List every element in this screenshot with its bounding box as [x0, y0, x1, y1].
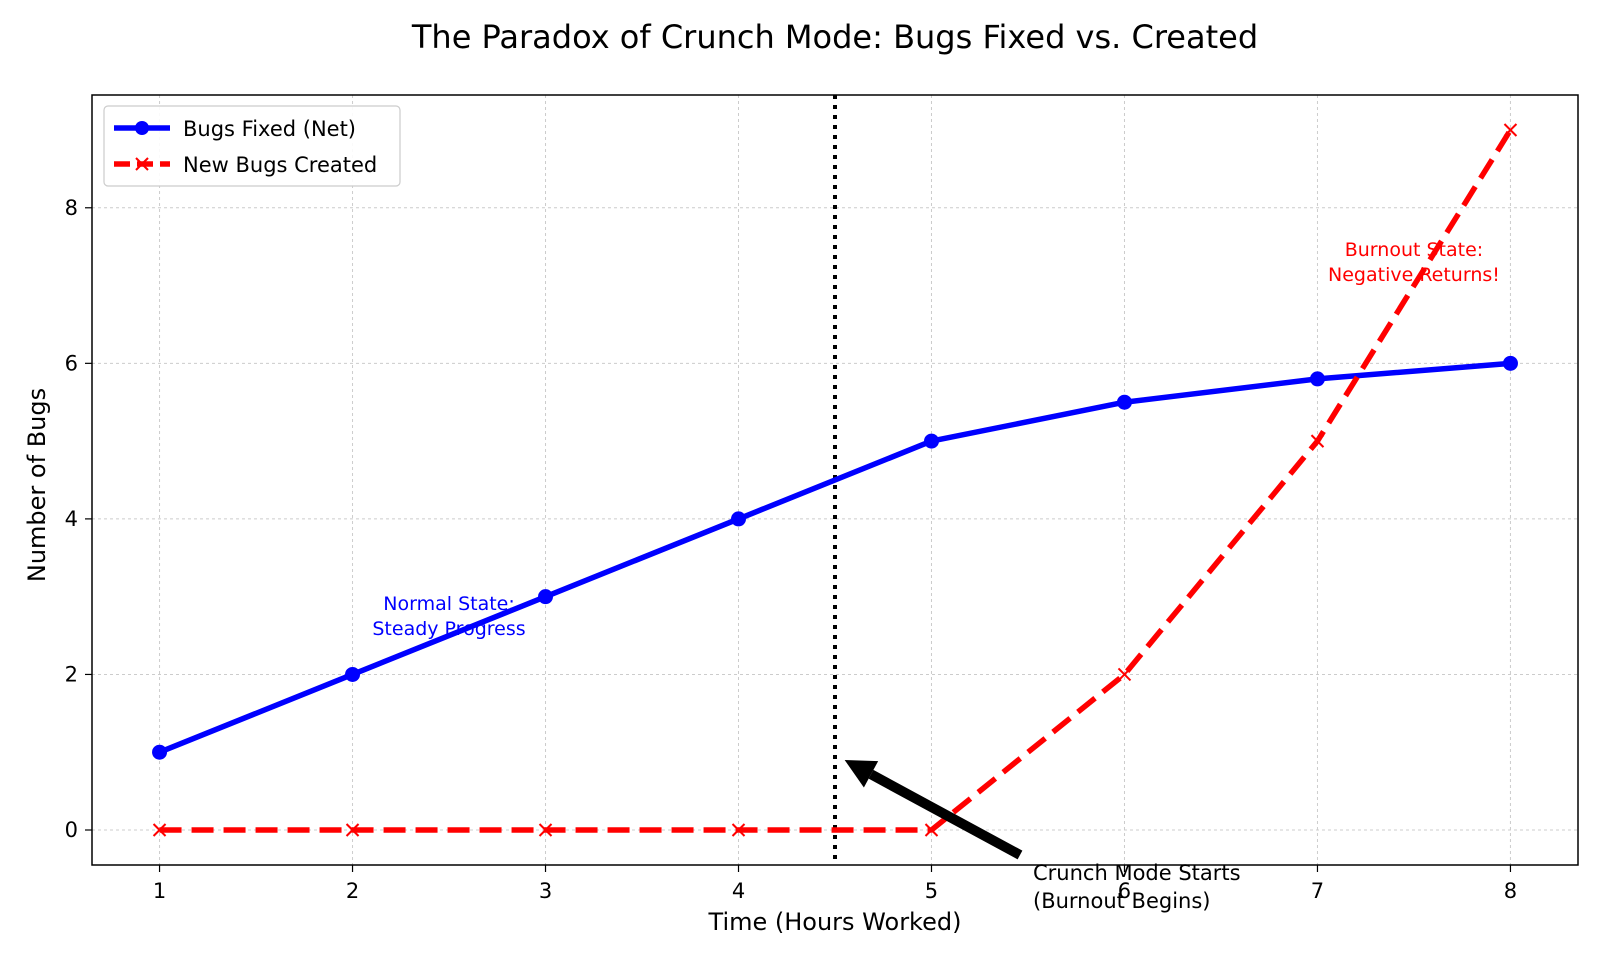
legend: Bugs Fixed (Net) New Bugs Created — [103, 105, 401, 187]
marker-stroke — [924, 823, 939, 837]
x-tick-label: 4 — [732, 879, 745, 903]
legend-label: Bugs Fixed (Net) — [183, 117, 356, 141]
data-point — [152, 744, 168, 760]
legend-swatch-marker — [135, 157, 149, 171]
data-point — [1117, 667, 1132, 682]
legend-item: New Bugs Created — [114, 153, 377, 177]
y-tick-label: 0 — [65, 818, 78, 842]
series-line — [159, 128, 1513, 833]
data-point — [1502, 355, 1518, 371]
marker-stroke — [538, 823, 553, 837]
annotation-line: Normal State: — [383, 593, 514, 615]
annotation-crunch: Crunch Mode Starts (Burnout Begins) — [1033, 861, 1241, 913]
annotation-arrow-shaft — [868, 769, 1023, 860]
series-layer — [152, 123, 1518, 837]
x-tick-label: 6 — [1118, 879, 1131, 903]
data-point — [345, 823, 360, 837]
data-point — [1503, 123, 1518, 137]
data-point — [1309, 371, 1325, 387]
data-point — [538, 823, 553, 837]
legend-item: Bugs Fixed (Net) — [114, 117, 356, 141]
marker-stroke — [152, 823, 167, 837]
data-point — [731, 823, 746, 837]
y-tick-label: 4 — [65, 507, 78, 531]
series-2 — [152, 123, 1518, 837]
legend-box — [103, 105, 401, 187]
x-tick-label: 8 — [1504, 879, 1517, 903]
marker-stroke — [731, 823, 746, 837]
series-1 — [152, 355, 1518, 760]
annotation-burnout: Burnout State: Negative Returns! — [1328, 239, 1500, 286]
x-tick-label: 5 — [925, 879, 938, 903]
data-point — [923, 433, 939, 449]
ticks: 1 2 3 4 5 6 7 8 0 2 4 6 8 — [65, 196, 1518, 903]
plot-frame — [91, 94, 1579, 866]
annotation-line: Burnout State: — [1345, 239, 1483, 261]
series-line — [158, 360, 1511, 755]
legend-label: New Bugs Created — [183, 153, 377, 177]
y-tick-label: 2 — [65, 662, 78, 686]
data-point — [538, 589, 554, 605]
data-point — [1116, 394, 1132, 410]
data-point — [731, 511, 747, 527]
data-point — [152, 823, 167, 837]
x-axis-label: Time (Hours Worked) — [708, 908, 962, 936]
annotation-arrow-head — [844, 760, 879, 788]
data-point — [345, 666, 361, 682]
x-tick-label: 1 — [153, 879, 166, 903]
y-axis-label: Number of Bugs — [23, 388, 51, 582]
y-tick-label: 6 — [65, 351, 78, 375]
marker-stroke — [1117, 667, 1132, 682]
data-point — [924, 823, 939, 837]
x-tick-label: 2 — [346, 879, 359, 903]
x-tick-label: 3 — [539, 879, 552, 903]
marker-stroke — [345, 823, 360, 837]
annotation-normal: Normal State: Steady Progress — [372, 593, 525, 640]
annotation-line: (Burnout Begins) — [1033, 889, 1211, 913]
data-point — [1310, 434, 1325, 448]
annotation-line: Steady Progress — [372, 618, 525, 640]
chart-title: The Paradox of Crunch Mode: Bugs Fixed v… — [411, 18, 1258, 56]
marker-stroke — [1503, 123, 1518, 137]
marker-stroke — [1310, 434, 1325, 448]
x-tick-label: 7 — [1311, 879, 1324, 903]
annotations: Normal State: Steady Progress Burnout Stat… — [372, 239, 1500, 913]
y-tick-label: 8 — [65, 196, 78, 220]
annotation-line: Negative Returns! — [1328, 264, 1500, 286]
legend-swatch-marker — [135, 121, 149, 135]
